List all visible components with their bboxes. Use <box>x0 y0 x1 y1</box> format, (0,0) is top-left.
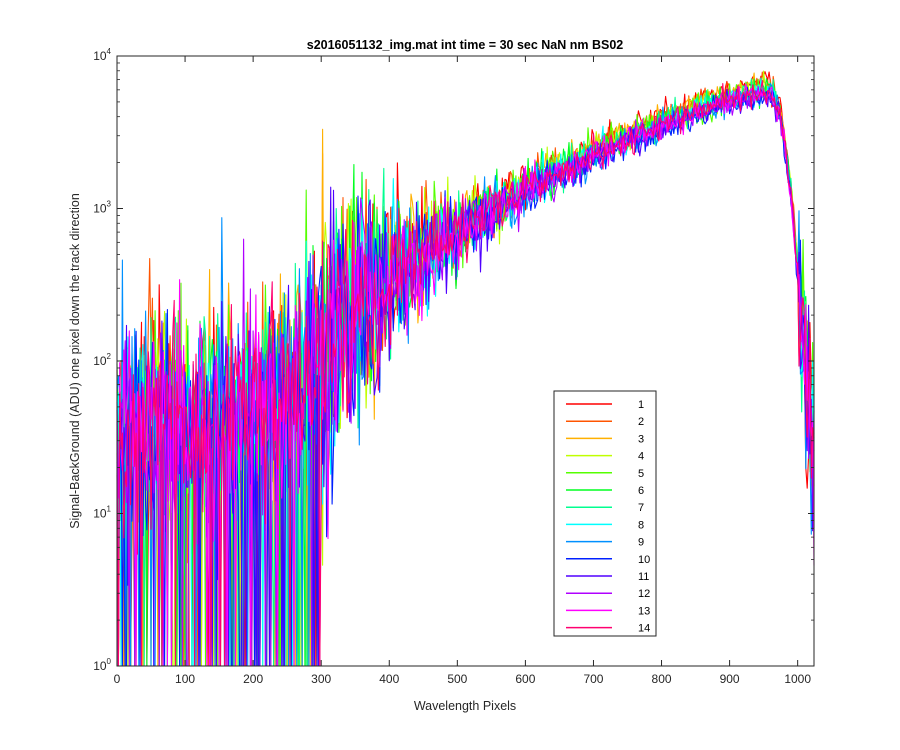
legend-label: 11 <box>638 571 649 583</box>
y-tick-exponent: 2 <box>107 352 112 361</box>
x-tick-label: 100 <box>175 672 195 686</box>
y-tick-label: 103 <box>93 200 111 216</box>
legend-label: 9 <box>638 537 644 549</box>
series-line-12 <box>116 85 815 667</box>
x-tick-label: 600 <box>515 672 535 686</box>
x-tick-label: 200 <box>243 672 263 686</box>
y-tick-label: 104 <box>93 47 111 63</box>
x-tick-label: 800 <box>652 672 672 686</box>
legend-label: 3 <box>638 433 644 445</box>
x-tick-label: 1000 <box>784 672 811 686</box>
legend-label: 13 <box>638 605 650 617</box>
x-tick-label: 400 <box>379 672 399 686</box>
y-tick-exponent: 0 <box>107 657 112 666</box>
legend-label: 4 <box>638 451 644 463</box>
legend-label: 12 <box>638 588 650 600</box>
x-tick-label: 300 <box>311 672 331 686</box>
series-lines <box>116 70 815 667</box>
series-line-14 <box>116 79 815 667</box>
legend-label: 10 <box>638 554 650 566</box>
y-tick-label: 102 <box>93 352 111 368</box>
legend-label: 8 <box>638 519 644 531</box>
y-tick-base: 10 <box>93 507 107 521</box>
legend-box <box>553 390 657 637</box>
y-axis-label: Signal-BackGround (ADU) one pixel down t… <box>68 193 82 529</box>
x-axis: 0 100 200 300 400 500 600 700 800 900 1000 <box>114 56 811 686</box>
legend-label: 14 <box>638 623 650 635</box>
y-tick-exponent: 4 <box>107 47 112 56</box>
y-tick-exponent: 1 <box>107 505 112 514</box>
x-tick-label: 0 <box>114 672 121 686</box>
y-tick-base: 10 <box>93 659 107 673</box>
legend-label: 1 <box>638 399 644 411</box>
legend-label: 7 <box>638 502 644 514</box>
chart-title: s2016051132_img.mat int time = 30 sec Na… <box>307 38 624 52</box>
y-tick-base: 10 <box>93 354 107 368</box>
y-tick-label: 101 <box>93 505 111 521</box>
y-tick-base: 10 <box>93 49 107 63</box>
legend-label: 5 <box>638 468 644 480</box>
y-tick-base: 10 <box>93 202 107 216</box>
y-tick-exponent: 3 <box>107 200 112 209</box>
x-axis-label: Wavelength Pixels <box>414 699 516 713</box>
x-tick-label: 900 <box>720 672 740 686</box>
x-tick-label: 700 <box>583 672 603 686</box>
legend-label: 6 <box>638 485 644 497</box>
legend-label: 2 <box>638 416 644 428</box>
x-tick-label: 500 <box>447 672 467 686</box>
y-tick-label: 100 <box>93 657 111 673</box>
